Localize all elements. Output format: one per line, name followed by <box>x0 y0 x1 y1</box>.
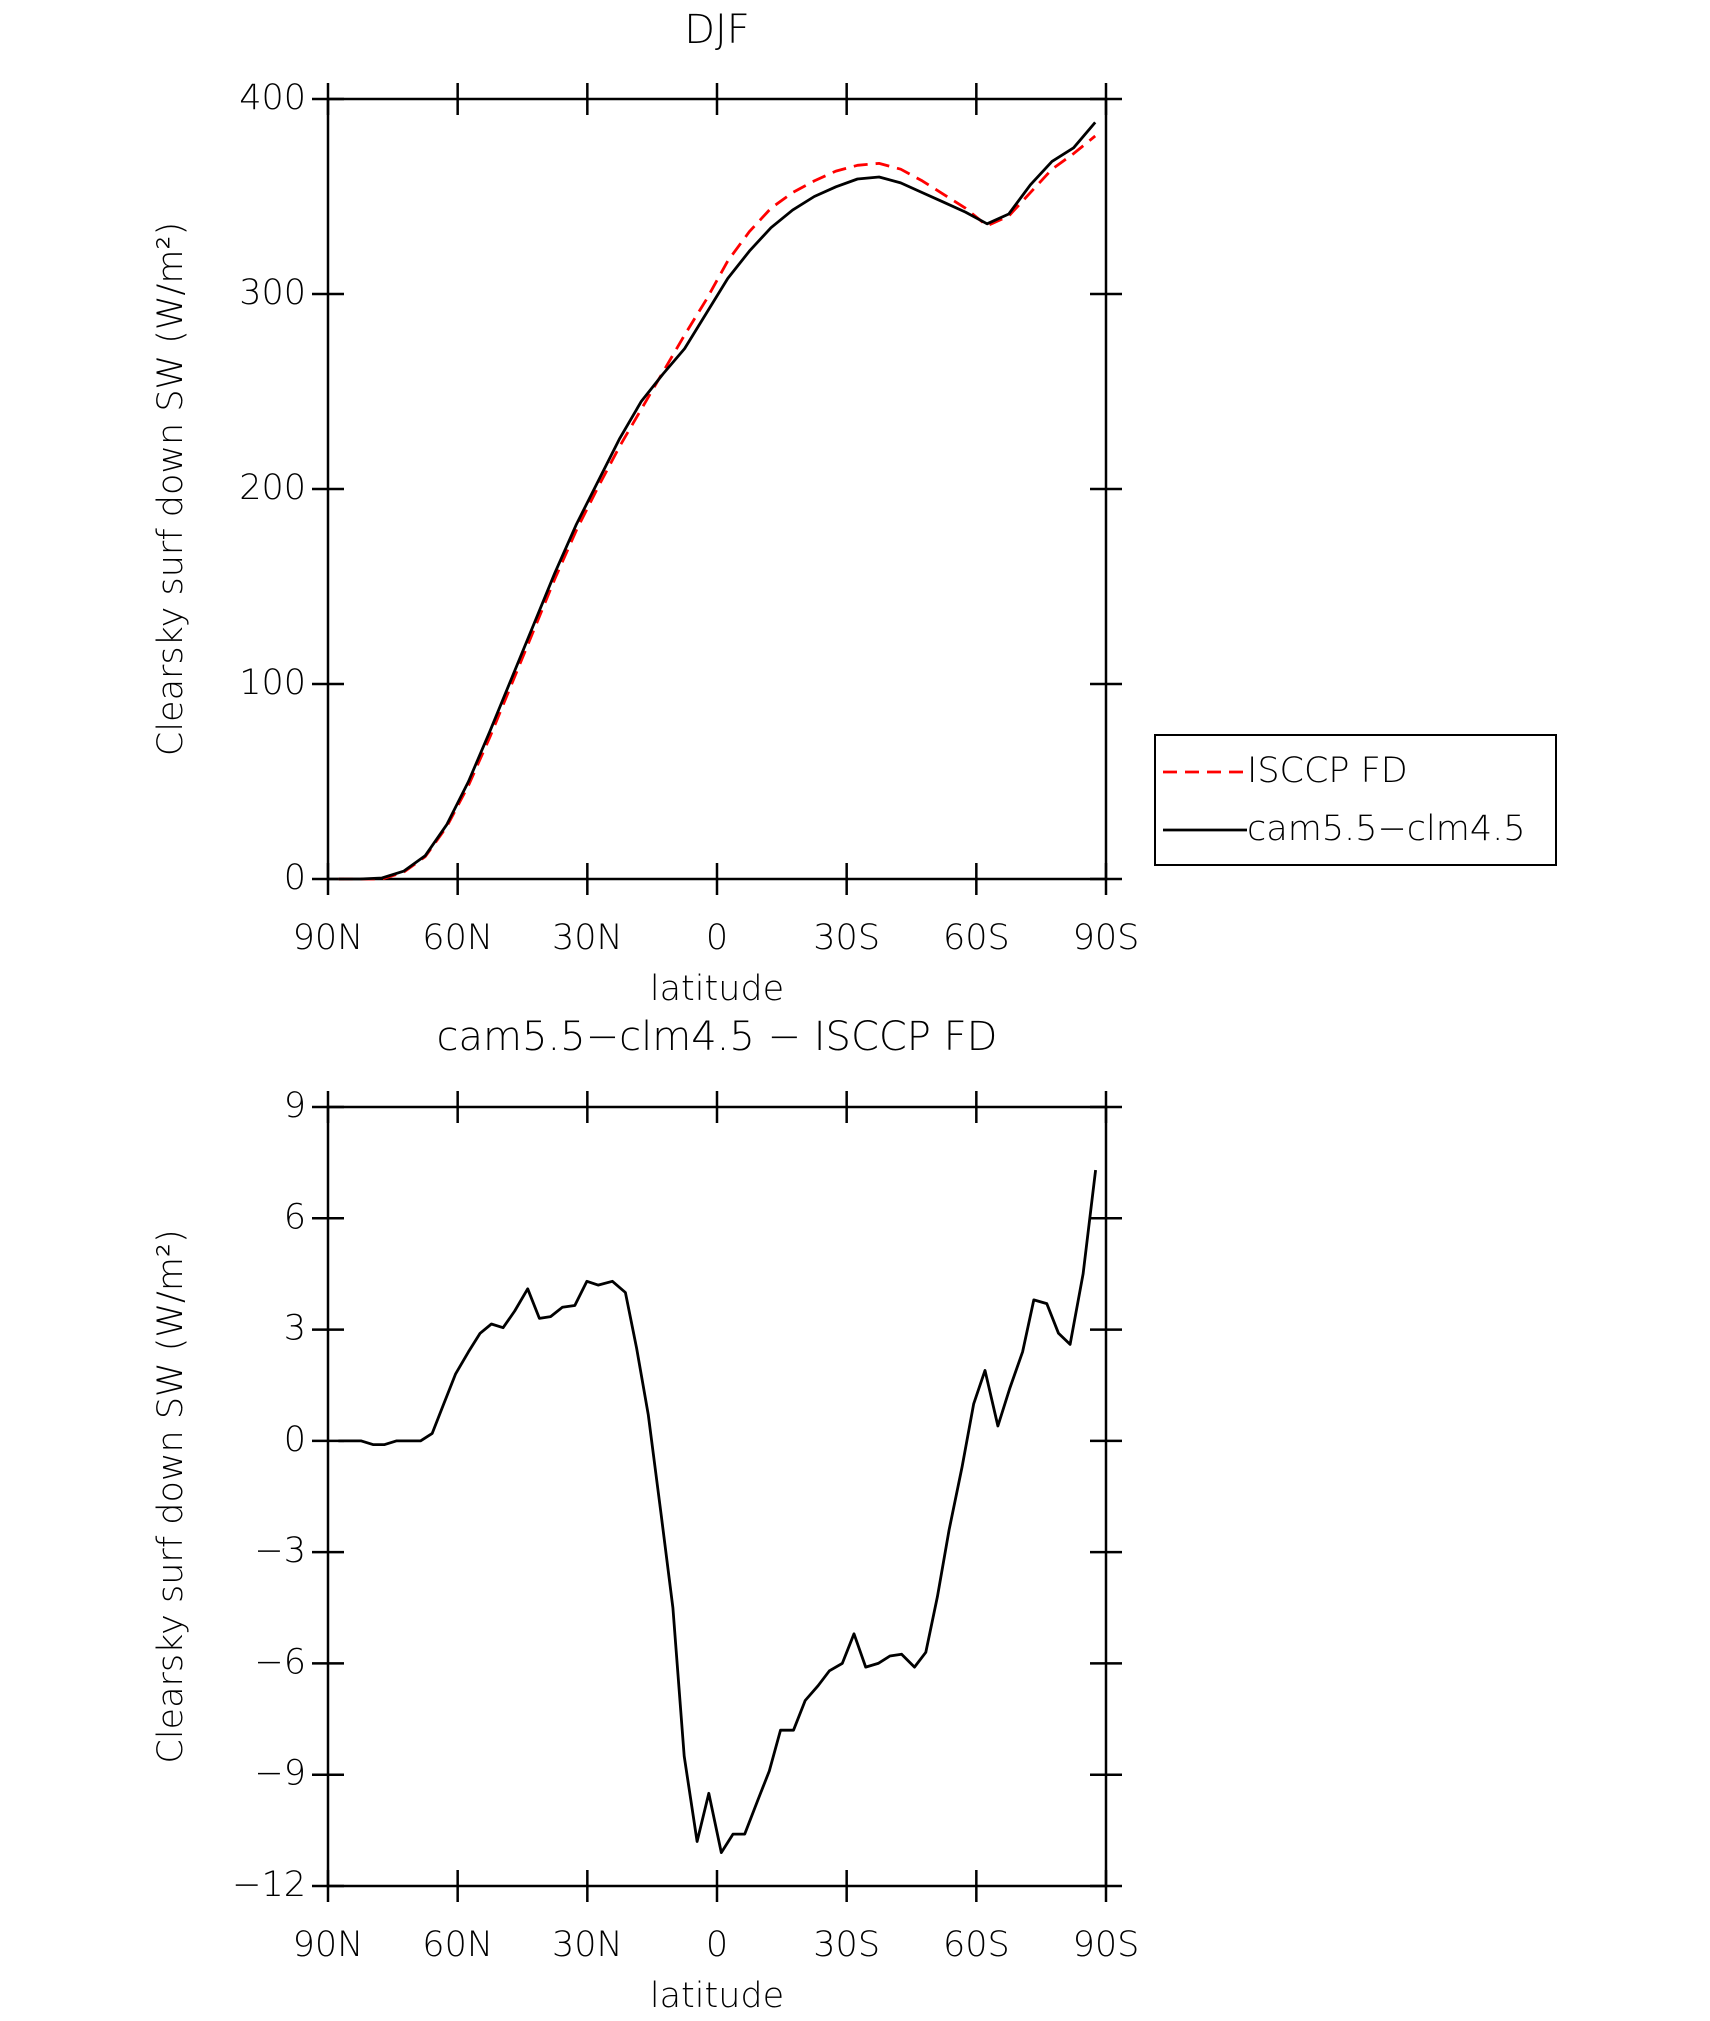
x-tick-label: 0 <box>706 918 728 958</box>
x-tick-label: 60S <box>943 918 1010 958</box>
legend-label: cam5.5−clm4.5 <box>1247 809 1526 849</box>
x-tick-label: 60S <box>943 1925 1010 1965</box>
data-line <box>338 134 1097 881</box>
x-tick-label: 90N <box>293 918 364 958</box>
y-tick-label: −3 <box>254 1531 306 1571</box>
y-tick-label: 200 <box>239 468 306 508</box>
y-tick-label: −12 <box>232 1865 306 1905</box>
x-tick-label: 0 <box>706 1925 728 1965</box>
y-tick-label: 6 <box>284 1197 306 1237</box>
x-tick-label: 30S <box>813 918 880 958</box>
x-tick-label: 30S <box>813 1925 880 1965</box>
chart-title: DJF <box>684 7 750 53</box>
plot-frame <box>326 1105 1108 1888</box>
data-line <box>338 121 1097 881</box>
x-tick-label: 90S <box>1073 918 1140 958</box>
y-axis-label: Clearsky surf down SW (W/m²) <box>151 222 191 756</box>
y-tick-label: 300 <box>239 273 306 313</box>
x-tick-label: 60N <box>422 918 493 958</box>
plot-frame <box>326 97 1108 881</box>
x-tick-label: 30N <box>552 1925 623 1965</box>
legend-label: ISCCP FD <box>1247 751 1408 791</box>
x-axis-label: latitude <box>650 969 784 1009</box>
x-tick-label: 90S <box>1073 1925 1140 1965</box>
x-tick-label: 90N <box>293 1925 364 1965</box>
y-tick-label: 0 <box>284 1420 306 1460</box>
y-tick-label: 9 <box>284 1086 306 1126</box>
y-tick-label: −9 <box>254 1754 306 1794</box>
x-tick-label: 60N <box>422 1925 493 1965</box>
y-tick-label: 0 <box>284 858 306 898</box>
y-tick-label: 3 <box>284 1309 306 1349</box>
x-tick-label: 30N <box>552 918 623 958</box>
y-tick-label: 100 <box>239 663 306 703</box>
x-axis-label: latitude <box>650 1976 784 2016</box>
legend-box <box>1154 734 1557 866</box>
y-axis-label: Clearsky surf down SW (W/m²) <box>151 1229 191 1763</box>
y-tick-label: −6 <box>254 1642 306 1682</box>
data-line <box>338 1169 1097 1854</box>
chart-title: cam5.5−clm4.5 − ISCCP FD <box>437 1014 998 1060</box>
legend: ISCCP FD cam5.5−clm4.5 <box>1154 734 1557 866</box>
y-tick-label: 400 <box>239 78 306 118</box>
